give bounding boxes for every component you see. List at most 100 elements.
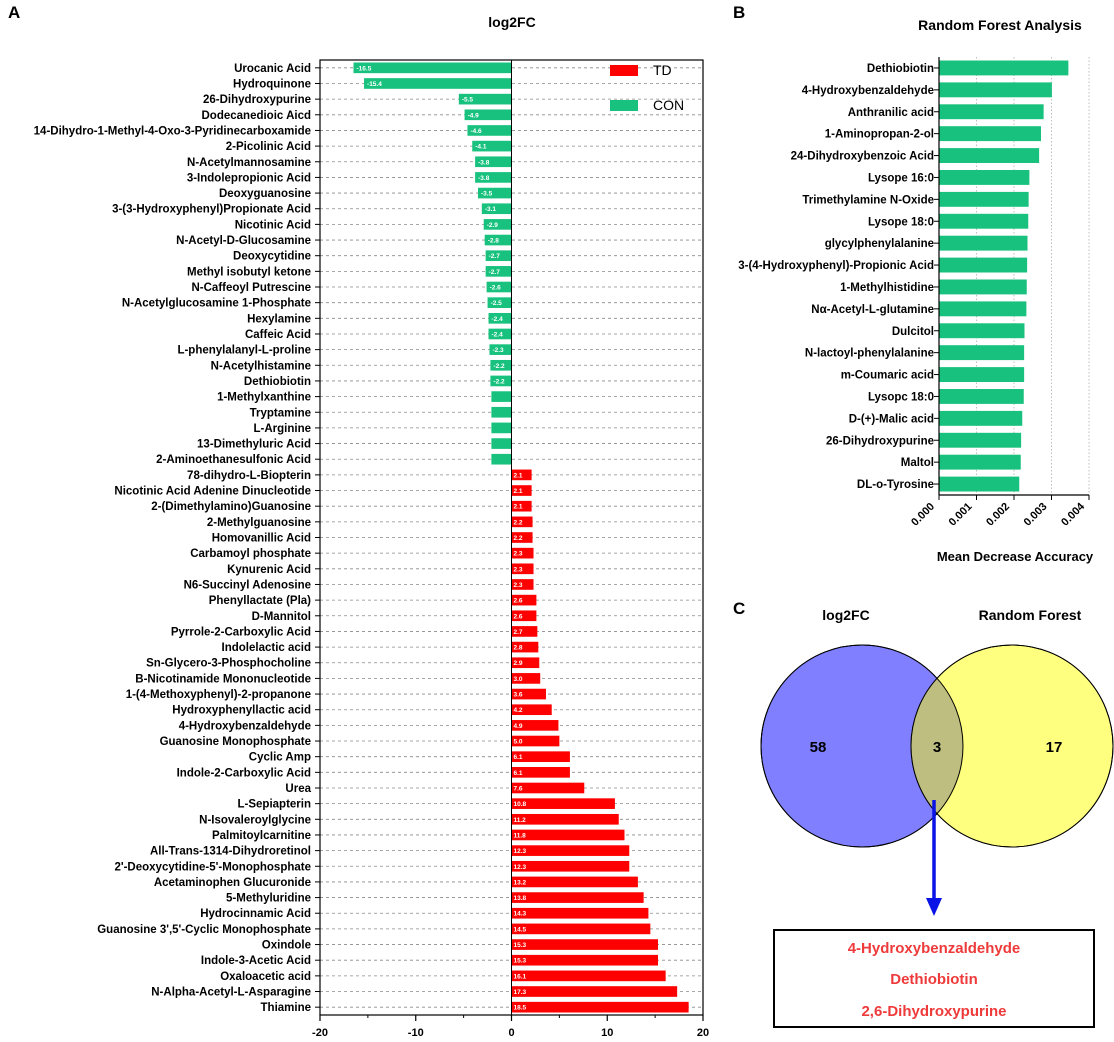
log2fc-x-tick-label: -20	[312, 1027, 328, 1039]
log2fc-category-label: N-Acetylhistamine	[211, 360, 311, 372]
log2fc-chart: log2FC -16.5 -15.4 -5.5 -4.9 -4.6 -4.1 -3.8 -3.…	[34, 14, 709, 1039]
log2fc-bar	[511, 798, 615, 809]
log2fc-bars: -16.5 -15.4 -5.5 -4.9 -4.6 -4.1 -3.8 -3.8 -3.5 -3…	[353, 62, 689, 1013]
log2fc-x-tick-label: 10	[601, 1027, 613, 1039]
log2fc-bar	[491, 438, 512, 449]
log2fc-category-label: Hydroxyphenyllactic acid	[172, 705, 311, 717]
log2fc-category-label: Oxindole	[262, 940, 311, 952]
log2fc-category-label: Pyrrole-2-Carboxylic Acid	[171, 626, 311, 638]
log2fc-category-label: N-Acetylmannosamine	[187, 157, 311, 169]
shared-metabolite-3: 2,6-Dihydroxypurine	[861, 1003, 1006, 1020]
log2fc-bar	[475, 156, 512, 168]
log2fc-category-label: Phenyllactate (Pla)	[209, 595, 311, 607]
log2fc-data-label: 2.3	[514, 566, 523, 573]
random-forest-x-tick-label: 0.004	[1059, 500, 1088, 529]
log2fc-data-label: -3.8	[478, 159, 490, 166]
random-forest-category-label: Nα-Acetyl-L-glutamine	[811, 304, 934, 316]
log2fc-bar	[511, 876, 638, 888]
log2fc-bar	[488, 328, 512, 340]
shared-metabolites-box	[773, 929, 1095, 1028]
log2fc-data-label: -15.4	[367, 81, 382, 88]
random-forest-bar	[939, 104, 1044, 120]
log2fc-data-label: 2.6	[514, 613, 523, 620]
random-forest-bar	[939, 126, 1041, 142]
log2fc-x-tick-label: 20	[697, 1027, 709, 1039]
log2fc-data-label: -4.1	[475, 144, 487, 151]
log2fc-category-label: Sn-Glycero-3-Phosphocholine	[146, 658, 311, 670]
log2fc-bar	[484, 234, 512, 246]
log2fc-category-label: Acetaminophen Glucuronide	[154, 877, 311, 889]
log2fc-bar	[511, 892, 644, 903]
venn-diagram: log2FC Random Forest 58 3 17 4-Hydroxybe…	[760, 607, 1114, 1028]
log2fc-bar	[511, 469, 532, 481]
log2fc-bar	[491, 391, 512, 402]
log2fc-bar	[491, 422, 512, 434]
log2fc-bar	[489, 344, 512, 355]
log2fc-category-label: N-Isovaleroylglycine	[199, 814, 311, 826]
log2fc-data-label: 16.1	[514, 973, 527, 980]
log2fc-chart-title: log2FC	[488, 14, 535, 30]
log2fc-data-label: 2.9	[514, 660, 523, 667]
log2fc-data-label: 15.3	[514, 942, 527, 949]
log2fc-category-label: Dodecanedioic Aicd	[202, 110, 312, 122]
random-forest-category-label: Anthranilic acid	[848, 107, 934, 119]
log2fc-category-label: 14-Dihydro-1-Methyl-4-Oxo-3-Pyridinecarb…	[34, 125, 311, 137]
legend-label-con: CON	[653, 97, 684, 113]
log2fc-data-label: 7.6	[514, 785, 523, 792]
log2fc-category-label: Carbamoyl phosphate	[190, 548, 311, 560]
log2fc-category-label: Indole-3-Acetic Acid	[201, 955, 311, 967]
log2fc-data-label: 3.0	[514, 676, 523, 683]
panel-letter-a: A	[8, 3, 20, 22]
shared-metabolite-2: Dethiobiotin	[890, 971, 977, 988]
random-forest-category-label: DL-o-Tyrosine	[857, 479, 934, 491]
random-forest-bar	[939, 148, 1040, 163]
log2fc-category-label: Dethiobiotin	[244, 376, 311, 388]
log2fc-data-label: -4.6	[470, 128, 482, 135]
random-forest-category-label: m-Coumaric acid	[841, 370, 934, 382]
log2fc-bar	[511, 954, 658, 966]
log2fc-bar	[487, 297, 512, 308]
log2fc-category-labels: Urocanic Acid Hydroquinone 26-Dihydroxypur…	[34, 63, 312, 1014]
venn-count-left-only: 58	[810, 739, 827, 756]
random-forest-category-label: Lysope 18:0	[868, 216, 934, 228]
log2fc-data-label: 2.6	[514, 598, 523, 605]
log2fc-category-label: Guanosine 3',5'-Cyclic Monophosphate	[97, 924, 311, 936]
random-forest-gridlines	[976, 57, 1090, 495]
venn-count-overlap: 3	[933, 739, 941, 756]
log2fc-data-label: 6.1	[514, 770, 523, 777]
log2fc-bar	[511, 500, 532, 512]
log2fc-category-label: N-Caffeoyl Putrescine	[191, 282, 311, 294]
random-forest-category-label: 3-(4-Hydroxyphenyl)-Propionic Acid	[738, 260, 934, 272]
log2fc-bar	[511, 688, 546, 700]
log2fc-x-tick-label: -10	[408, 1027, 424, 1039]
log2fc-category-label: Caffeic Acid	[245, 329, 311, 341]
log2fc-bar	[467, 125, 512, 136]
log2fc-data-label: 2.1	[514, 472, 523, 479]
log2fc-bar	[491, 453, 512, 465]
log2fc-bar	[511, 610, 537, 622]
log2fc-category-label: 78-dihydro-L-Biopterin	[187, 470, 311, 482]
log2fc-bar	[488, 312, 512, 324]
log2fc-bar	[483, 219, 512, 230]
log2fc-bar	[511, 532, 533, 543]
log2fc-bar	[511, 939, 658, 950]
log2fc-data-label: 2.1	[514, 504, 523, 511]
random-forest-bars	[939, 60, 1069, 492]
log2fc-bar	[511, 829, 625, 841]
log2fc-category-label: N-Alpha-Acetyl-L-Asparagine	[151, 987, 311, 999]
venn-left-title: log2FC	[822, 607, 869, 623]
log2fc-bar	[511, 923, 651, 935]
log2fc-category-label: N6-Succinyl Adenosine	[184, 579, 311, 591]
log2fc-bar	[511, 594, 537, 606]
log2fc-bar	[511, 673, 541, 684]
log2fc-data-label: -2.4	[492, 331, 504, 338]
log2fc-category-label: Oxaloacetic acid	[220, 971, 311, 983]
log2fc-bar	[511, 751, 570, 763]
random-forest-category-label: D-(+)-Malic acid	[849, 413, 934, 425]
random-forest-category-label: Lysope 16:0	[868, 172, 934, 184]
log2fc-category-label: Nicotinic Acid	[235, 219, 311, 231]
random-forest-chart: Random Forest Analysis Dethiobiotin 4-Hyd…	[738, 17, 1094, 564]
log2fc-bar	[511, 986, 678, 997]
log2fc-data-label: -2.5	[491, 300, 503, 307]
